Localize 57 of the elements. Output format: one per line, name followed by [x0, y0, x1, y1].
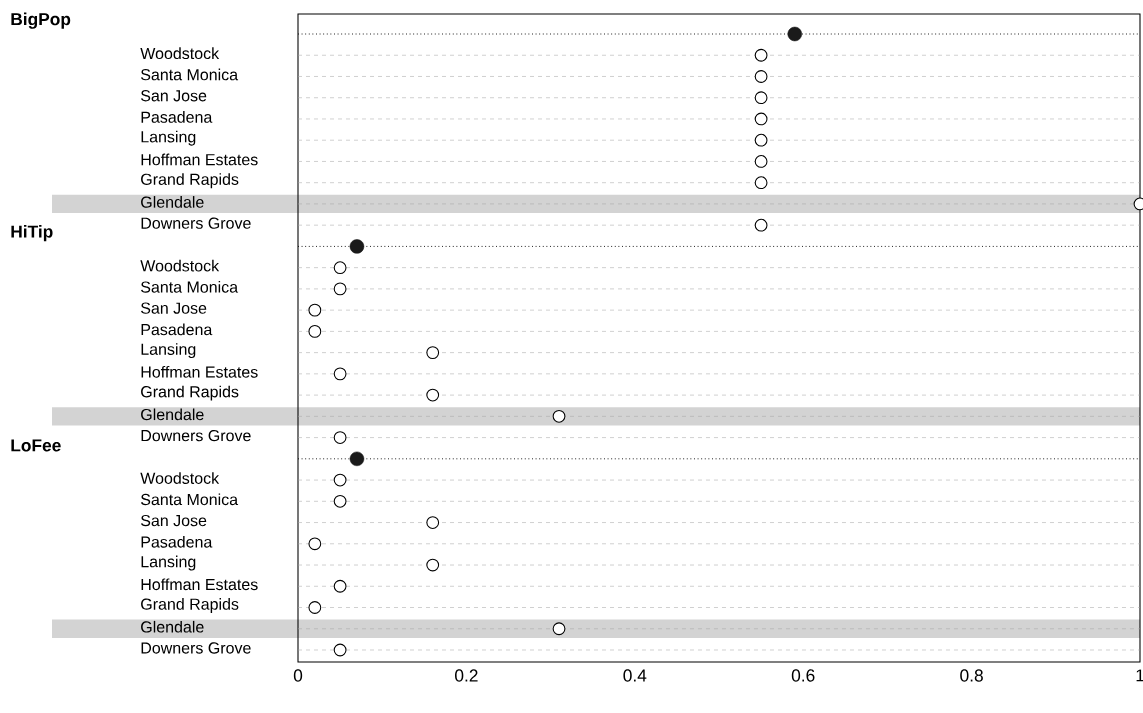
y-tick-label: Glendale: [141, 196, 204, 208]
point: [426, 388, 440, 402]
point: [333, 494, 347, 508]
y-tick-label: Lansing: [141, 555, 196, 571]
point: [552, 409, 566, 423]
y-tick-label: Grand Rapids: [141, 173, 239, 189]
point: [754, 91, 768, 105]
y-tick-label: Pasadena: [141, 323, 213, 336]
y-tick-label: Santa Monica: [141, 68, 239, 81]
point: [787, 26, 802, 42]
text: HiTip: [11, 224, 53, 242]
y-tick-label: Hoffman Estates: [141, 153, 258, 166]
point: [552, 622, 566, 636]
text: BigPop: [11, 12, 71, 29]
point: [333, 579, 347, 593]
x-tick-label: 0.2: [455, 669, 478, 682]
point: [754, 176, 768, 190]
point: [349, 451, 365, 467]
y-tick-label: Glendale: [141, 620, 204, 633]
point: [349, 239, 365, 254]
y-tick-label: Lansing: [141, 130, 196, 146]
y-tick-label: Grand Rapids: [141, 385, 239, 401]
point: [308, 601, 322, 614]
y-tick-label: Santa Monica: [141, 493, 239, 506]
y-tick-label: Grand Rapids: [141, 598, 239, 613]
point: [333, 643, 347, 657]
point: [754, 112, 768, 126]
x-tick-label: 0.4: [623, 669, 647, 682]
y-tick-label: Downers Grove: [141, 642, 251, 654]
point: [308, 537, 322, 551]
point: [426, 558, 440, 572]
y-tick-label: Pasadena: [141, 111, 213, 123]
y-tick-label: San Jose: [141, 302, 207, 314]
text: LoFee: [11, 439, 61, 452]
y-tick-label: Hoffman Estates: [141, 578, 258, 591]
y-tick-label: San Jose: [141, 90, 207, 102]
point: [333, 473, 347, 487]
y-tick-label: Santa Monica: [141, 281, 239, 293]
point: [754, 133, 768, 147]
x-tick-label: 0.8: [960, 669, 983, 682]
y-tick-label: San Jose: [141, 514, 207, 527]
point: [426, 346, 440, 360]
x-tick-label: 0: [293, 669, 303, 682]
y-tick-label: Glendale: [141, 408, 204, 421]
point: [754, 48, 768, 62]
y-tick-label: Woodstock: [140, 259, 220, 272]
y-tick-label: Hoffman Estates: [141, 365, 258, 378]
point: [754, 218, 768, 232]
y-tick-label: Pasadena: [141, 535, 213, 548]
x-tick-label: 1: [1136, 669, 1143, 682]
y-tick-label: Woodstock: [140, 47, 220, 60]
point: [308, 303, 322, 317]
y-tick-label: Woodstock: [140, 472, 220, 484]
y-tick-label: Downers Grove: [141, 429, 251, 442]
y-tick-label: Lansing: [141, 343, 196, 359]
y-tick-label: Downers Grove: [141, 217, 251, 229]
x-tick-label: 0.6: [791, 669, 815, 682]
